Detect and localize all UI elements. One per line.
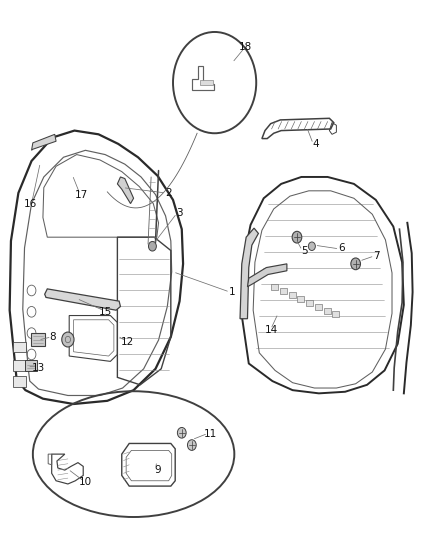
FancyBboxPatch shape [271, 284, 278, 290]
FancyBboxPatch shape [280, 288, 287, 294]
Text: 14: 14 [265, 326, 278, 335]
FancyBboxPatch shape [13, 342, 26, 352]
FancyBboxPatch shape [13, 376, 26, 387]
Polygon shape [117, 177, 134, 204]
Polygon shape [240, 228, 258, 319]
Text: 7: 7 [373, 251, 380, 261]
FancyBboxPatch shape [297, 296, 304, 302]
FancyBboxPatch shape [25, 360, 37, 371]
Text: 8: 8 [49, 332, 56, 342]
Text: 17: 17 [74, 190, 88, 199]
Text: 3: 3 [176, 208, 183, 218]
Circle shape [351, 258, 360, 270]
Text: 12: 12 [120, 337, 134, 347]
Text: 4: 4 [312, 139, 319, 149]
FancyBboxPatch shape [13, 360, 26, 371]
FancyBboxPatch shape [315, 304, 322, 310]
FancyBboxPatch shape [306, 300, 313, 306]
Circle shape [62, 332, 74, 347]
Text: 2: 2 [165, 188, 172, 198]
Circle shape [187, 440, 196, 450]
Polygon shape [32, 134, 56, 150]
FancyBboxPatch shape [31, 333, 45, 346]
Text: 9: 9 [154, 465, 161, 475]
Circle shape [292, 231, 302, 243]
Circle shape [177, 427, 186, 438]
Polygon shape [200, 80, 213, 85]
FancyBboxPatch shape [332, 311, 339, 317]
Text: 11: 11 [204, 430, 217, 439]
Text: 1: 1 [229, 287, 236, 297]
Text: 13: 13 [32, 363, 45, 373]
Polygon shape [45, 289, 120, 310]
Text: 15: 15 [99, 307, 112, 317]
Text: 10: 10 [79, 478, 92, 487]
FancyBboxPatch shape [289, 292, 296, 298]
Text: 18: 18 [239, 42, 252, 52]
Text: 5: 5 [301, 246, 308, 255]
Text: 16: 16 [24, 199, 37, 208]
Circle shape [308, 242, 315, 251]
Polygon shape [247, 264, 287, 287]
Text: 6: 6 [338, 243, 345, 253]
Circle shape [148, 241, 156, 251]
FancyBboxPatch shape [324, 308, 331, 314]
